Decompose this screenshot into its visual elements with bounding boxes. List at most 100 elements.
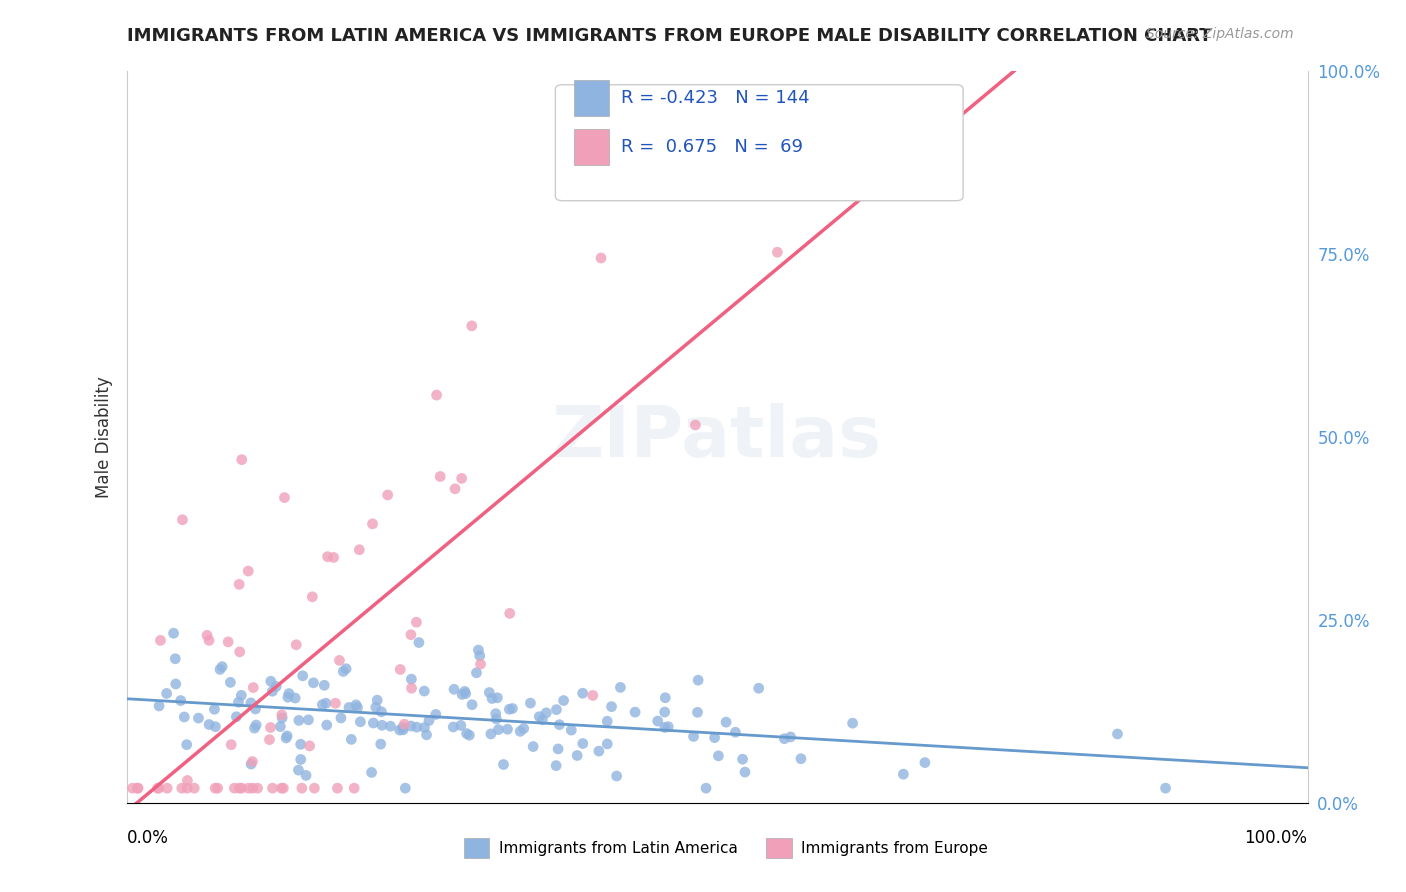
- Point: [371, 718, 394, 732]
- Point: [183, 781, 205, 796]
- Point: [346, 700, 368, 714]
- Text: 0.0%: 0.0%: [127, 830, 169, 847]
- Point: [657, 720, 679, 734]
- Point: [277, 690, 299, 705]
- Point: [401, 681, 423, 696]
- Point: [479, 727, 502, 741]
- Point: [121, 781, 143, 796]
- Point: [405, 615, 427, 630]
- Point: [349, 714, 371, 729]
- Point: [399, 628, 422, 642]
- Point: [228, 781, 250, 796]
- Point: [377, 488, 399, 502]
- Point: [335, 662, 357, 676]
- Point: [425, 388, 447, 402]
- Point: [344, 698, 367, 712]
- Point: [240, 757, 263, 772]
- Point: [654, 690, 676, 705]
- Point: [264, 680, 287, 694]
- Point: [451, 687, 474, 701]
- Point: [332, 665, 354, 679]
- Point: [148, 698, 170, 713]
- Point: [337, 700, 360, 714]
- Point: [360, 765, 382, 780]
- Point: [127, 781, 149, 796]
- Point: [399, 719, 422, 733]
- Point: [547, 742, 569, 756]
- Point: [269, 720, 291, 734]
- Point: [536, 706, 558, 720]
- Point: [408, 635, 430, 649]
- Point: [548, 717, 571, 731]
- Point: [259, 721, 281, 735]
- Point: [231, 689, 253, 703]
- Point: [394, 781, 416, 796]
- Point: [717, 163, 740, 178]
- Point: [291, 781, 314, 796]
- Point: [522, 739, 544, 754]
- Point: [714, 715, 737, 730]
- Point: [314, 678, 336, 692]
- Point: [271, 711, 294, 725]
- Text: Immigrants from Latin America: Immigrants from Latin America: [499, 841, 738, 855]
- Point: [242, 681, 264, 695]
- Point: [401, 672, 423, 686]
- Point: [295, 768, 318, 782]
- Point: [731, 752, 754, 766]
- Text: R =  0.675   N =  69: R = 0.675 N = 69: [621, 138, 803, 156]
- Point: [392, 723, 415, 737]
- Point: [298, 739, 321, 753]
- Point: [724, 725, 747, 739]
- Point: [316, 549, 339, 564]
- Point: [841, 716, 863, 731]
- Text: ZIPatlas: ZIPatlas: [553, 402, 882, 472]
- Text: 100.0%: 100.0%: [1244, 830, 1308, 847]
- Point: [276, 729, 298, 743]
- Point: [204, 720, 226, 734]
- Point: [219, 675, 242, 690]
- Point: [405, 720, 427, 734]
- Point: [146, 781, 169, 796]
- Point: [567, 748, 589, 763]
- Point: [219, 738, 242, 752]
- Point: [231, 781, 253, 796]
- Point: [624, 705, 647, 719]
- Point: [380, 719, 402, 733]
- Point: [173, 710, 195, 724]
- Point: [287, 763, 309, 777]
- Point: [486, 723, 509, 737]
- Point: [441, 720, 464, 734]
- Point: [478, 685, 501, 699]
- Point: [170, 693, 193, 707]
- Point: [370, 705, 392, 719]
- Point: [467, 643, 489, 657]
- Point: [389, 663, 412, 677]
- Point: [228, 577, 250, 591]
- Point: [688, 673, 710, 688]
- Point: [572, 737, 595, 751]
- Point: [388, 723, 411, 737]
- Point: [444, 482, 467, 496]
- Text: IMMIGRANTS FROM LATIN AMERICA VS IMMIGRANTS FROM EUROPE MALE DISABILITY CORRELAT: IMMIGRANTS FROM LATIN AMERICA VS IMMIGRA…: [127, 27, 1211, 45]
- Point: [238, 781, 260, 796]
- Point: [288, 714, 311, 728]
- Point: [588, 744, 610, 758]
- Point: [748, 681, 770, 696]
- Point: [270, 781, 292, 796]
- Point: [685, 417, 707, 432]
- Point: [486, 690, 509, 705]
- Point: [172, 513, 194, 527]
- Point: [647, 714, 669, 728]
- Point: [454, 687, 477, 701]
- Point: [238, 564, 260, 578]
- Point: [654, 720, 676, 734]
- Point: [239, 696, 262, 710]
- Point: [262, 781, 284, 796]
- Point: [775, 99, 797, 113]
- Point: [546, 703, 568, 717]
- Point: [481, 691, 503, 706]
- Text: Immigrants from Europe: Immigrants from Europe: [801, 841, 988, 855]
- Point: [290, 752, 312, 766]
- Point: [127, 781, 149, 796]
- Point: [302, 675, 325, 690]
